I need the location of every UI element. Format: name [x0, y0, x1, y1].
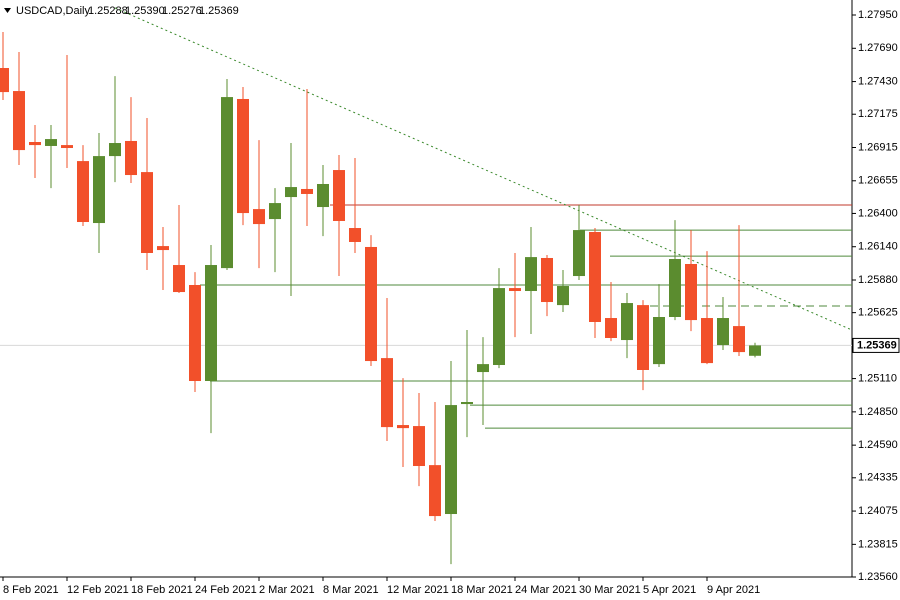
y-tick-label: 1.27950: [858, 9, 898, 21]
x-tick-label: 12 Feb 2021: [67, 584, 129, 596]
candle-body: [173, 265, 185, 293]
candle-body: [13, 91, 25, 151]
candle-body: [157, 246, 169, 251]
candle-body: [141, 172, 153, 253]
candle-body: [253, 209, 265, 225]
candle-body: [237, 98, 249, 214]
candle-body: [637, 305, 649, 370]
candle-body: [333, 170, 345, 221]
candle-body: [205, 265, 217, 382]
candle-body: [477, 364, 489, 373]
candle-body: [189, 284, 201, 382]
candle-body: [429, 465, 441, 517]
candle-body: [29, 142, 41, 146]
candle-body: [93, 156, 105, 224]
y-tick-label: 1.27430: [858, 75, 898, 87]
y-tick-label: 1.23560: [858, 571, 898, 583]
x-tick-label: 30 Mar 2021: [579, 584, 641, 596]
candle-body: [669, 259, 681, 317]
y-tick-label: 1.25110: [858, 372, 897, 384]
x-tick-label: 8 Mar 2021: [323, 584, 379, 596]
candle-body: [525, 257, 537, 292]
y-tick-label: 1.24335: [858, 472, 898, 484]
y-tick-label: 1.26400: [858, 207, 898, 219]
candle-body: [557, 286, 569, 306]
candle-body: [349, 228, 361, 242]
header-high: 1.25390: [125, 5, 165, 17]
candle-body: [717, 318, 729, 346]
symbol-label: USDCAD,Daily: [16, 5, 90, 17]
candle-body: [77, 161, 89, 223]
x-tick-label: 24 Mar 2021: [515, 584, 577, 596]
header-close: 1.25369: [199, 5, 239, 17]
candle-body: [509, 288, 521, 292]
x-tick-label: 12 Mar 2021: [387, 584, 449, 596]
y-tick-label: 1.26915: [858, 141, 898, 153]
y-tick-label: 1.24075: [858, 505, 898, 517]
y-tick-label: 1.27690: [858, 42, 898, 54]
candle-body: [0, 68, 9, 93]
candle-body: [381, 358, 393, 428]
x-tick-label: 9 Apr 2021: [707, 584, 760, 596]
candle-body: [301, 188, 313, 194]
candle-body: [109, 143, 121, 157]
candle-body: [269, 203, 281, 220]
y-tick-label: 1.23815: [858, 538, 898, 550]
candle-body: [365, 246, 377, 362]
trend-line: [114, 7, 853, 331]
candle-body: [285, 187, 297, 198]
menu-arrow[interactable]: [4, 8, 11, 13]
candle-body: [445, 405, 457, 515]
candle-body: [317, 183, 329, 208]
y-tick-label: 1.24850: [858, 406, 898, 418]
x-tick-label: 24 Feb 2021: [195, 584, 257, 596]
candle-body: [541, 257, 553, 303]
y-tick-label: 1.24590: [858, 439, 898, 451]
candle-body: [573, 230, 585, 277]
candle-body: [701, 318, 713, 364]
candle-body: [653, 316, 665, 365]
candle-body: [221, 97, 233, 269]
header-low: 1.25276: [162, 5, 202, 17]
x-tick-label: 18 Feb 2021: [131, 584, 193, 596]
x-tick-label: 8 Feb 2021: [3, 584, 59, 596]
candle-body: [45, 139, 57, 146]
candle-body: [749, 345, 761, 356]
candle-body: [461, 402, 473, 405]
candle-body: [621, 303, 633, 341]
y-tick-label: 1.25880: [858, 274, 898, 286]
y-tick-label: 1.25625: [858, 307, 898, 319]
candle-body: [685, 264, 697, 321]
candle-body: [605, 318, 617, 338]
header-open: 1.25288: [88, 5, 128, 17]
candle-body: [733, 326, 745, 353]
x-tick-label: 18 Mar 2021: [451, 584, 513, 596]
candle-body: [493, 288, 505, 366]
x-tick-label: 5 Apr 2021: [643, 584, 696, 596]
price-label-box: [852, 337, 900, 353]
y-tick-label: 1.27175: [858, 108, 898, 120]
y-tick-label: 1.26655: [858, 175, 898, 187]
y-tick-label: 1.26140: [858, 241, 898, 253]
x-tick-label: 2 Mar 2021: [259, 584, 315, 596]
price-label: 1.25369: [857, 339, 897, 351]
candle-body: [397, 425, 409, 429]
candle-body: [61, 145, 73, 149]
candle-body: [125, 140, 137, 176]
candle-body: [413, 426, 425, 467]
candle-body: [589, 231, 601, 322]
